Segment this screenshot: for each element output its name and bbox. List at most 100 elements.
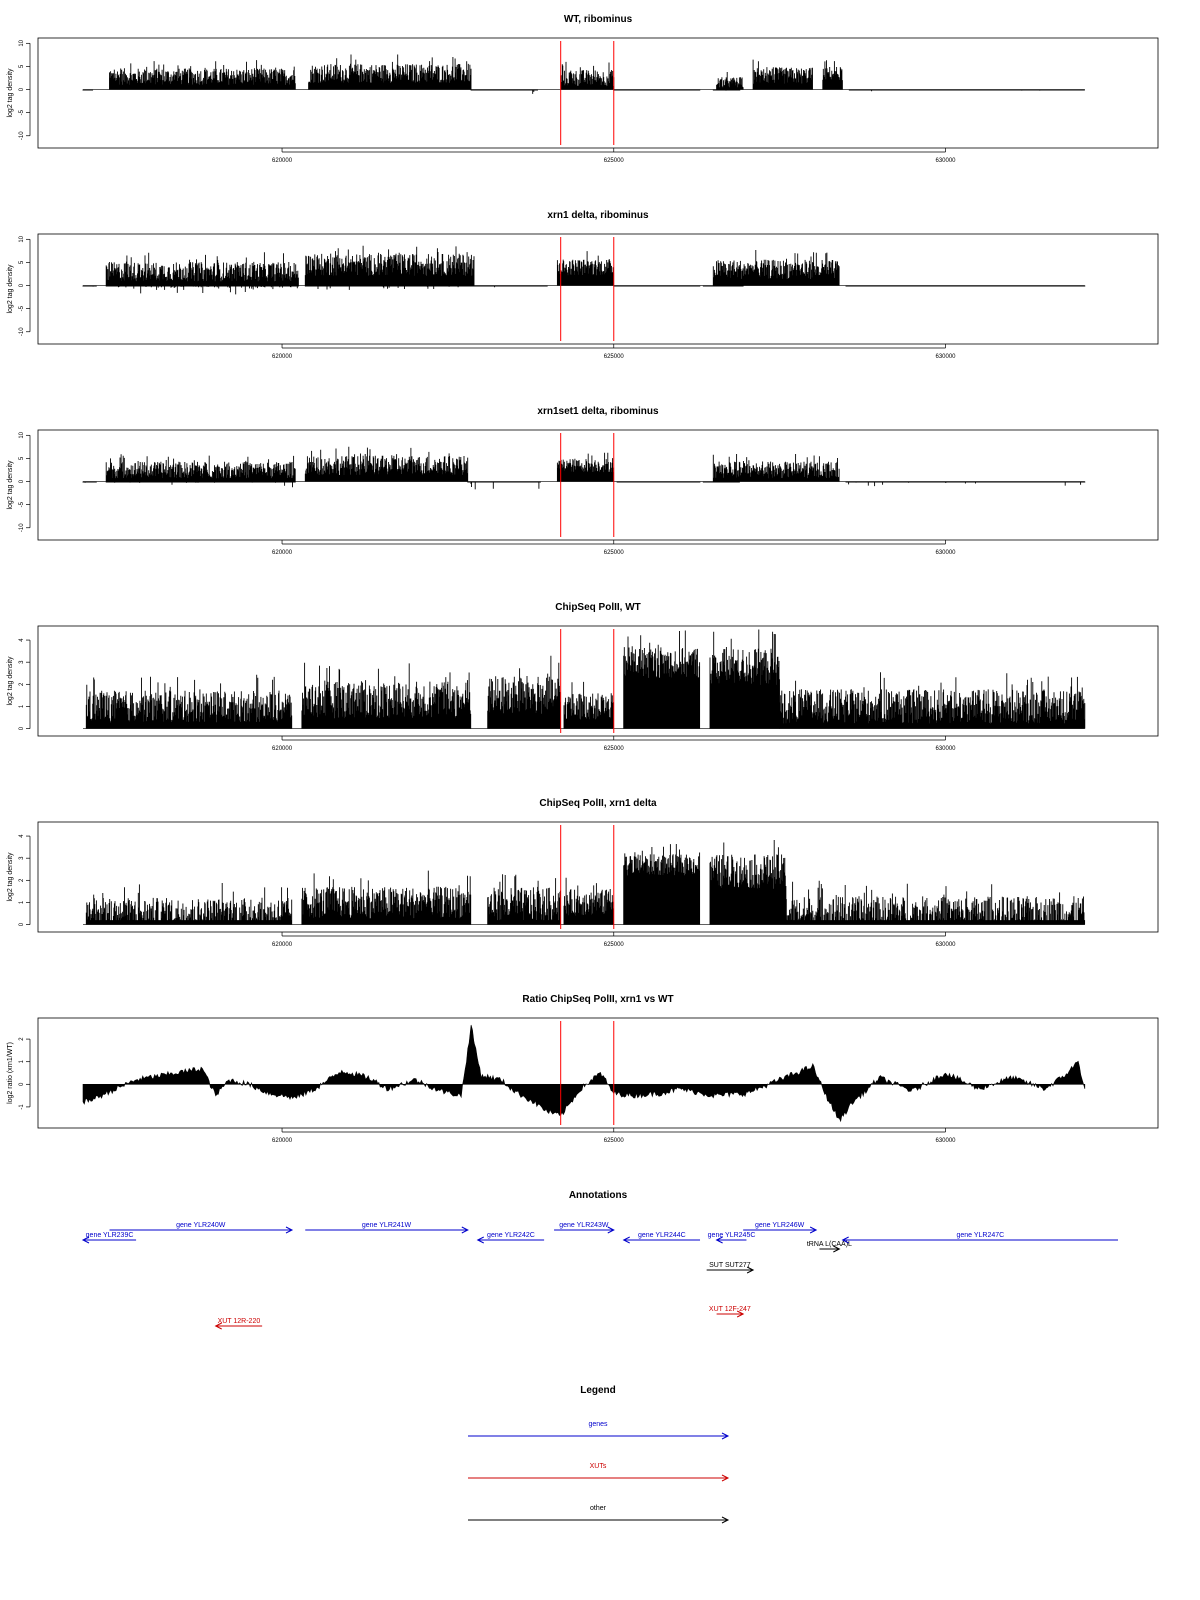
y-tick-label: -10 <box>19 523 25 532</box>
data-bars-segment <box>105 252 299 286</box>
x-tick-label: 625000 <box>604 942 625 948</box>
data-bars-segment <box>304 285 475 290</box>
y-tick-label: 0 <box>19 922 25 926</box>
data-bars-segment <box>304 446 469 482</box>
data-bars-segment <box>85 674 293 729</box>
y-axis-label: log2 tag density <box>7 656 14 706</box>
data-bars-segment <box>105 454 296 482</box>
annotation-gene-ylr246w: gene YLR246W <box>743 1222 818 1234</box>
data-bars-segment <box>563 681 614 729</box>
y-tick-label: 1 <box>19 900 25 904</box>
x-tick-label: 620000 <box>272 550 293 556</box>
annotation-label: gene YLR242C <box>487 1232 535 1239</box>
y-tick-label: -1 <box>19 1104 25 1110</box>
annotation-label: SUT SUT277 <box>709 1262 751 1269</box>
annotation-label: gene YLR247C <box>956 1232 1004 1239</box>
annotation-arrowhead <box>607 1226 615 1234</box>
data-bars-segment <box>82 285 97 287</box>
data-bars-segment <box>487 655 561 729</box>
annotation-label: tRNA L(CAA)L <box>807 1241 852 1248</box>
data-bars-segment <box>702 285 744 287</box>
panel-2: xrn1set1 delta, ribominus log2 tag densit… <box>7 406 1159 556</box>
data-bars-segment <box>105 285 299 295</box>
data-bars-segment <box>304 245 475 286</box>
panel-title: ChipSeq PolII, xrn1 delta <box>539 798 657 809</box>
y-tick-label: 10 <box>19 39 25 46</box>
annotations-title: Annotations <box>569 1190 628 1201</box>
ratio-area <box>82 1024 1086 1123</box>
plot-frame <box>37 37 1159 149</box>
panel-title: xrn1set1 delta, ribominus <box>537 406 659 417</box>
data-bars-segment <box>709 840 787 925</box>
data-bars-segment <box>822 60 843 90</box>
panel-1: xrn1 delta, ribominus log2 tag density -10… <box>7 210 1159 360</box>
annotation-gene-ylr243w: gene YLR243W <box>554 1222 615 1234</box>
legend-title: Legend <box>580 1385 616 1396</box>
data-bars-segment <box>752 59 813 90</box>
data-bars-segment <box>845 481 1086 487</box>
x-tick-label: 620000 <box>272 158 293 164</box>
plot-frame <box>37 429 1159 541</box>
annotation-label: gene YLR243W <box>559 1222 609 1229</box>
annotation-label: gene YLR245C <box>708 1232 756 1239</box>
x-tick-label: 625000 <box>604 158 625 164</box>
data-bars-segment <box>82 481 97 483</box>
y-tick-label: 1 <box>19 1059 25 1063</box>
legend-item-other: other <box>468 1505 730 1524</box>
annotation-gene-ylr247c: gene YLR247C <box>841 1232 1118 1244</box>
annotation-gene-ylr239c: gene YLR239C <box>81 1232 137 1244</box>
annotation-arrowhead <box>736 1310 745 1318</box>
legend: Legend genes XUTs other <box>468 1385 730 1524</box>
y-tick-label: 0 <box>19 726 25 730</box>
annotation-arrowhead <box>841 1236 849 1244</box>
y-tick-label: 2 <box>19 1037 25 1041</box>
annotation-gene-ylr245c: gene YLR245C <box>708 1232 756 1244</box>
panel-title: xrn1 delta, ribominus <box>547 210 649 221</box>
data-bars-segment <box>702 481 740 483</box>
x-tick-label: 620000 <box>272 1138 293 1144</box>
annotation-trna-l-caa-l: tRNA L(CAA)L <box>807 1241 852 1253</box>
annotation-label: gene YLR246W <box>755 1222 805 1229</box>
annotation-label: gene YLR239C <box>86 1232 134 1239</box>
annotation-label: gene YLR241W <box>362 1222 412 1229</box>
data-bars-segment <box>623 630 701 729</box>
plot-frame <box>37 821 1159 933</box>
x-tick-label: 630000 <box>935 746 956 752</box>
x-tick-label: 625000 <box>604 354 625 360</box>
annotation-arrowhead <box>809 1226 818 1234</box>
y-tick-label: 4 <box>19 834 25 838</box>
y-axis-label: log2 tag density <box>7 852 14 902</box>
annotation-arrowhead <box>715 1236 723 1244</box>
x-tick-label: 625000 <box>604 746 625 752</box>
y-tick-label: 0 <box>19 87 25 91</box>
y-tick-label: 5 <box>19 456 25 460</box>
panel-title: Ratio ChipSeq PolII, xrn1 vs WT <box>522 994 673 1005</box>
panel-4: ChipSeq PolII, xrn1 delta log2 tag densit… <box>7 798 1159 948</box>
annotation-gene-ylr240w: gene YLR240W <box>109 1222 294 1234</box>
data-bars-segment <box>470 89 538 94</box>
data-bars-segment <box>301 870 472 925</box>
data-bars-segment <box>779 672 1086 729</box>
x-tick-label: 625000 <box>604 550 625 556</box>
y-tick-label: 0 <box>19 1082 25 1086</box>
y-axis-label: log2 tag density <box>7 460 14 510</box>
data-bars-segment <box>785 880 1086 925</box>
panel-title: ChipSeq PolII, WT <box>555 602 641 613</box>
legend-arrowhead <box>721 1474 730 1482</box>
annotation-label: gene YLR240W <box>176 1222 226 1229</box>
x-tick-label: 630000 <box>935 942 956 948</box>
data-bars-segment <box>308 54 472 90</box>
x-tick-label: 620000 <box>272 354 293 360</box>
data-bars-segment <box>556 251 615 286</box>
annotation-arrowhead <box>214 1322 222 1330</box>
y-tick-label: 5 <box>19 64 25 68</box>
legend-arrowhead <box>721 1516 730 1524</box>
plot-frame <box>37 1017 1159 1129</box>
data-bars-segment <box>563 877 614 925</box>
data-bars-segment <box>301 662 472 729</box>
y-tick-label: -5 <box>19 109 25 115</box>
x-tick-label: 630000 <box>935 1138 956 1144</box>
annotation-label: XUT 12R-220 <box>218 1318 261 1325</box>
panel-5: Ratio ChipSeq PolII, xrn1 vs WT log2 rati… <box>7 994 1159 1144</box>
